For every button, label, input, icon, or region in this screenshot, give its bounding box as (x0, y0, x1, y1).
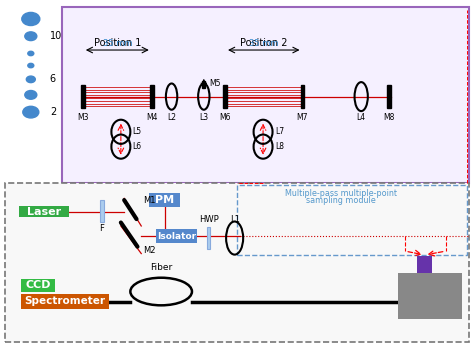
Bar (202, 81, 206, 88)
Text: 6: 6 (50, 75, 56, 84)
FancyBboxPatch shape (149, 193, 180, 207)
Text: Spectrometer: Spectrometer (25, 296, 106, 306)
Circle shape (28, 63, 34, 68)
Text: Position 2: Position 2 (240, 38, 288, 48)
Text: L3: L3 (199, 113, 209, 122)
Text: sampling module: sampling module (306, 196, 376, 205)
Text: L8: L8 (275, 142, 284, 151)
Bar (387, 85, 391, 108)
Text: M3: M3 (77, 113, 89, 122)
Circle shape (22, 12, 40, 26)
FancyBboxPatch shape (156, 229, 197, 243)
FancyBboxPatch shape (398, 273, 462, 319)
Text: 35 mm: 35 mm (249, 39, 279, 48)
FancyBboxPatch shape (19, 206, 69, 217)
Text: L7: L7 (275, 127, 284, 136)
Bar (100, 200, 103, 222)
Circle shape (23, 106, 39, 118)
FancyBboxPatch shape (21, 294, 109, 309)
Text: HWP: HWP (199, 215, 219, 224)
Bar (150, 85, 154, 108)
Text: Laser: Laser (27, 207, 61, 217)
FancyBboxPatch shape (417, 256, 432, 273)
Text: Multiple-pass multiple-point: Multiple-pass multiple-point (285, 189, 397, 198)
Text: 35 mm: 35 mm (103, 39, 132, 48)
Bar (81, 85, 85, 108)
Text: 2: 2 (50, 107, 56, 117)
Text: L1: L1 (230, 215, 239, 224)
Text: M8: M8 (383, 113, 394, 122)
FancyBboxPatch shape (21, 279, 55, 292)
Text: L5: L5 (133, 127, 142, 136)
Text: M6: M6 (219, 113, 231, 122)
Text: M5: M5 (210, 79, 221, 88)
Text: M7: M7 (297, 113, 308, 122)
Circle shape (25, 90, 37, 99)
Text: M1: M1 (144, 196, 156, 205)
Bar (301, 85, 304, 108)
Text: CCD: CCD (25, 280, 51, 290)
FancyBboxPatch shape (5, 183, 469, 342)
Circle shape (28, 51, 34, 56)
Circle shape (25, 32, 37, 41)
Bar (223, 85, 227, 108)
Text: L2: L2 (167, 113, 176, 122)
Text: PM: PM (155, 195, 174, 205)
Text: Isolator: Isolator (157, 232, 196, 241)
Text: M2: M2 (144, 246, 156, 255)
Text: M4: M4 (146, 113, 157, 122)
Text: 10: 10 (50, 31, 62, 41)
Circle shape (27, 76, 35, 82)
FancyBboxPatch shape (62, 7, 469, 183)
Text: F: F (100, 224, 104, 233)
Text: Fiber: Fiber (150, 263, 172, 272)
Text: L4: L4 (356, 113, 366, 122)
Text: Position 1: Position 1 (94, 38, 141, 48)
Text: L6: L6 (133, 142, 142, 151)
Bar (207, 227, 210, 249)
